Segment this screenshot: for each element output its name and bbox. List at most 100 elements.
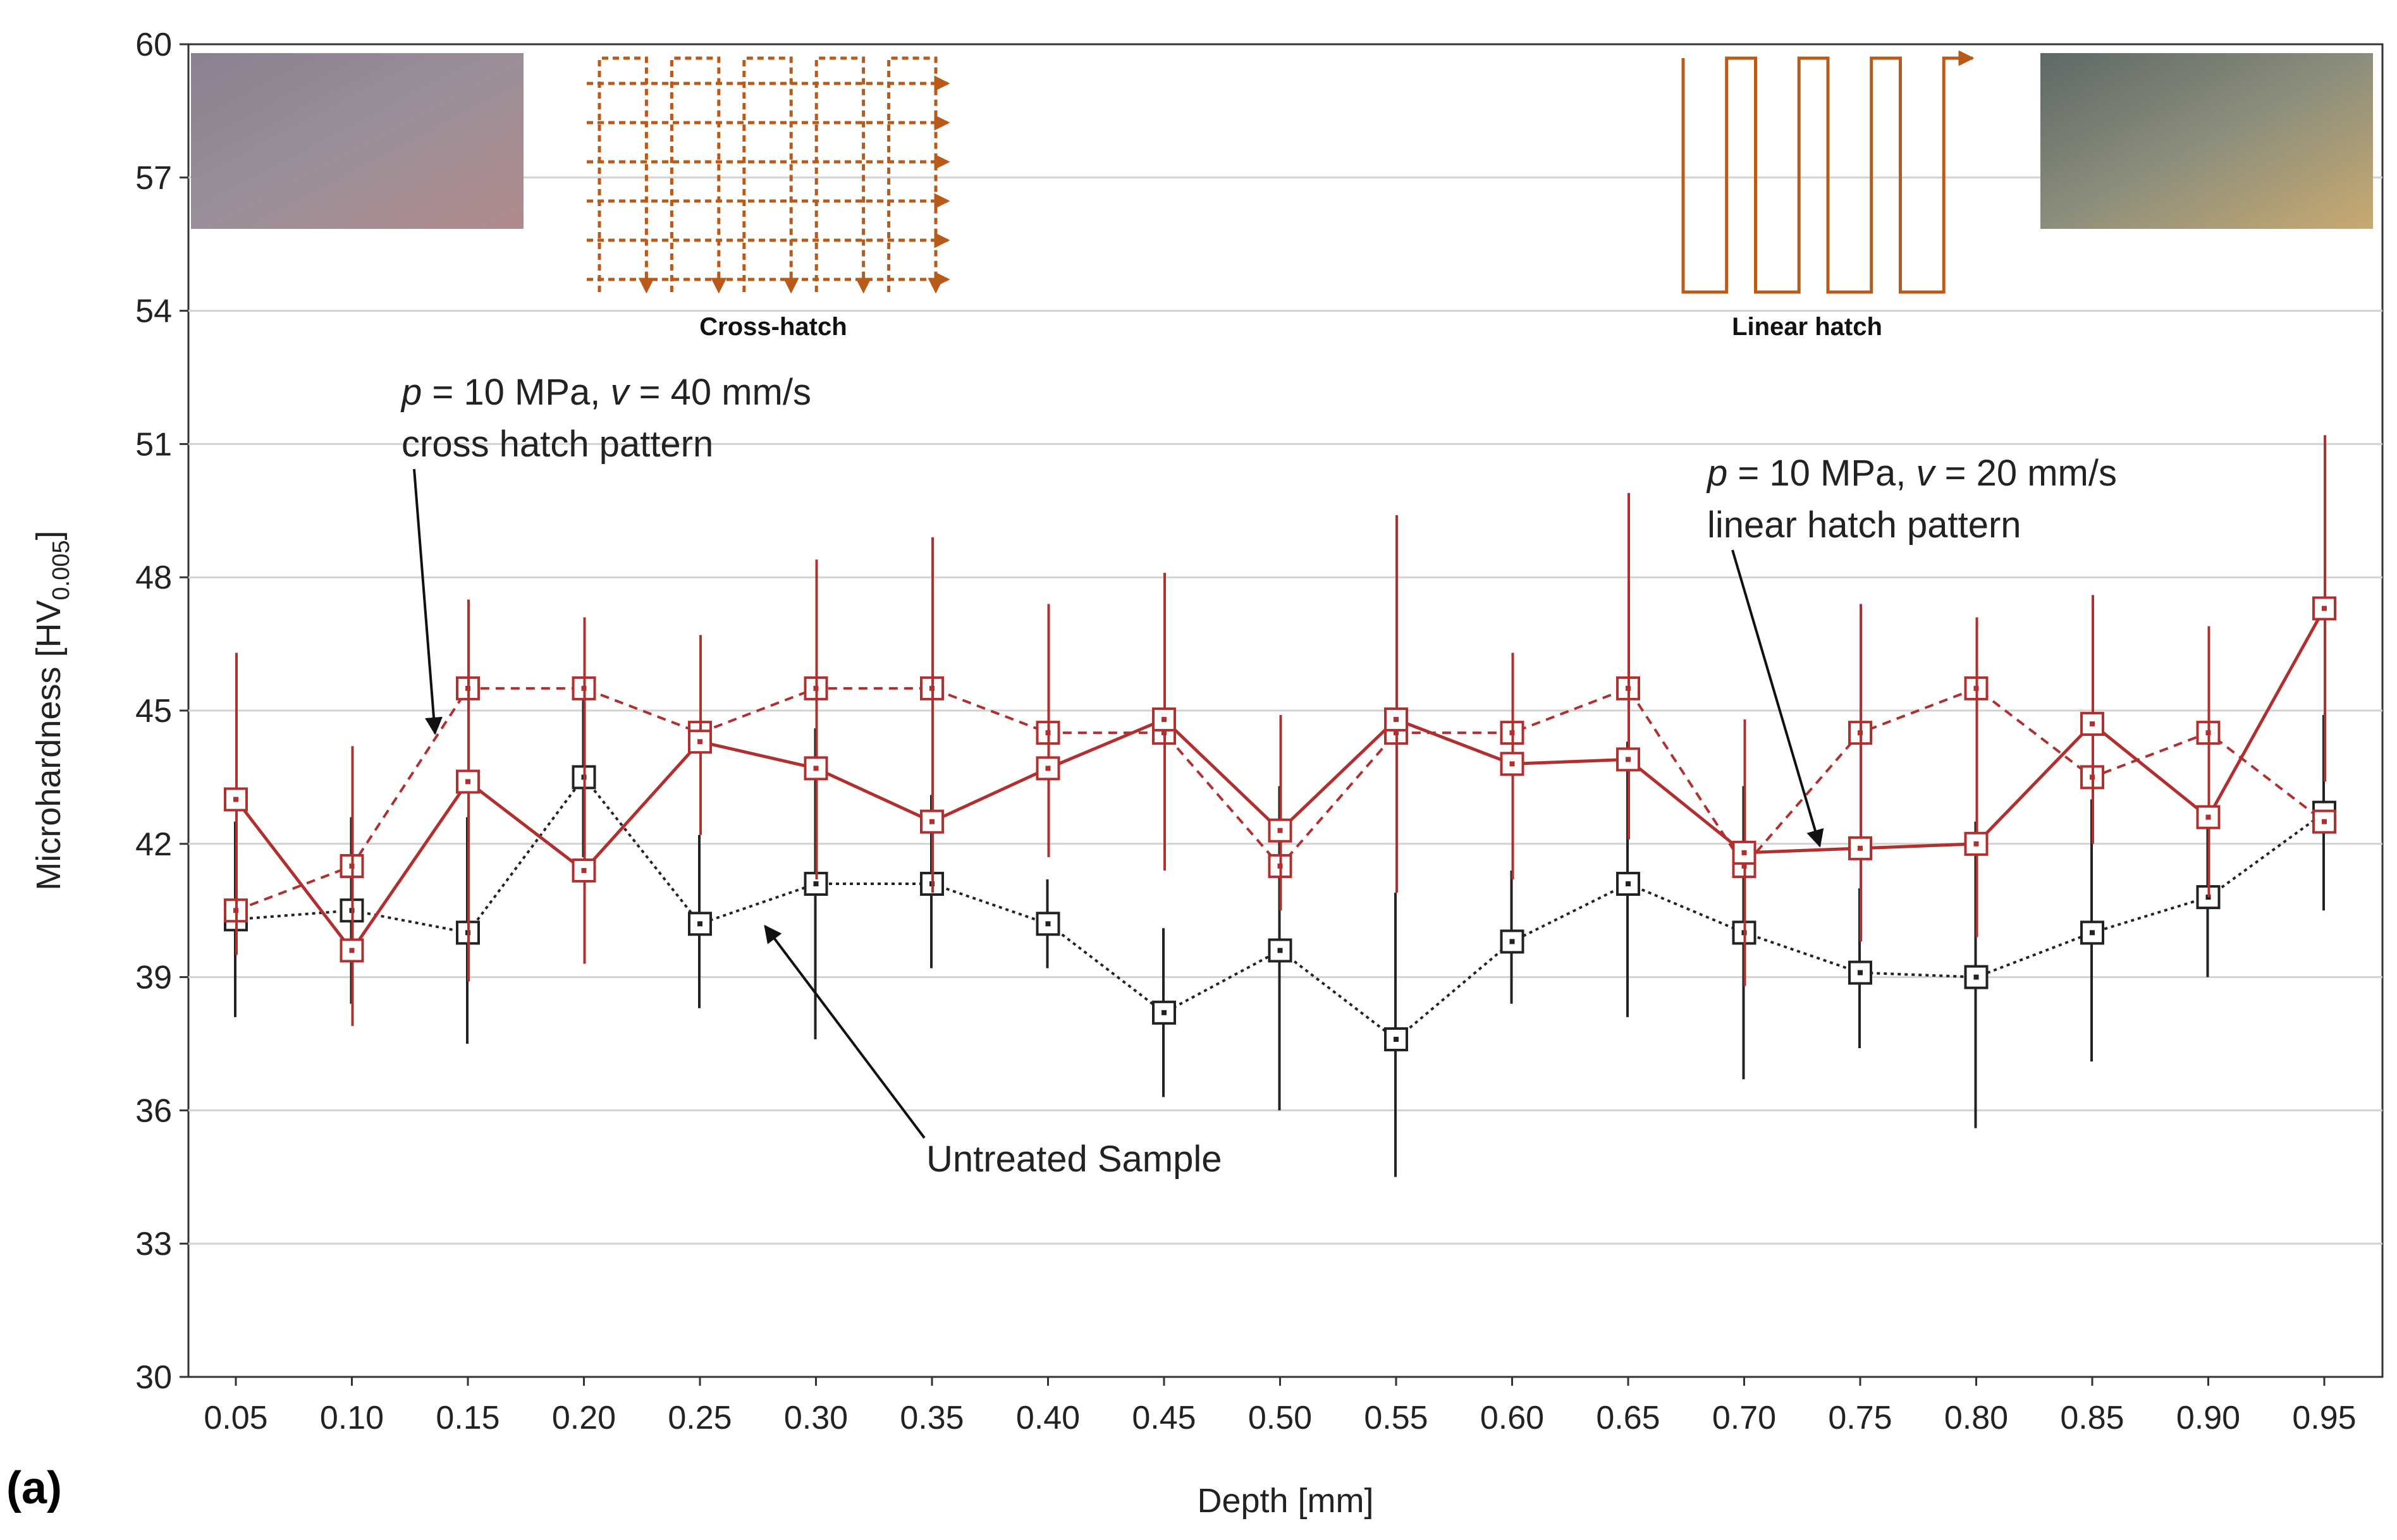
- cross-hatch-photo: [191, 53, 524, 229]
- cross-hatch-pattern-icon: [587, 56, 950, 294]
- y-axis-title: Microhardness [HV0.005]: [30, 530, 75, 890]
- x-tick-label-0.15: 0.15: [436, 1400, 500, 1436]
- y-tick-label-33: 33: [135, 1226, 172, 1262]
- x-tick-label-0.75: 0.75: [1828, 1400, 1892, 1436]
- x-tick-label-0.70: 0.70: [1712, 1400, 1776, 1436]
- marker-dot-s1-11: [1509, 761, 1515, 767]
- marker-dot-s2-7: [1045, 921, 1051, 927]
- marker-dot-s1-6: [929, 819, 935, 824]
- y-tick-label-57: 57: [135, 160, 172, 197]
- x-tick-label-0.05: 0.05: [204, 1400, 267, 1436]
- y-tick-label-45: 45: [135, 693, 172, 730]
- marker-dot-s1-0: [233, 797, 238, 802]
- marker-s2-14: [1848, 960, 1872, 985]
- marker-dot-s2-16: [2090, 930, 2095, 936]
- x-tick-label-0.45: 0.45: [1132, 1400, 1196, 1436]
- marker-s1-1: [340, 938, 364, 963]
- linear-pattern-path: [1681, 50, 1975, 294]
- marker-s2-4: [688, 912, 712, 936]
- cross-pattern-col-0: [598, 56, 654, 294]
- y-tick-label-60: 60: [135, 27, 172, 63]
- y-tick-label-39: 39: [135, 960, 172, 996]
- marker-dot-s2-5: [813, 881, 819, 887]
- marker-dot-s2-8: [1162, 1010, 1167, 1015]
- inset-cross-hatch: Cross-hatch: [191, 53, 950, 341]
- y-tick-label-51: 51: [135, 426, 172, 463]
- annotation-cross-line2: cross hatch pattern: [402, 424, 713, 465]
- series-layer: [224, 435, 2336, 1177]
- marker-dot-s1-15: [1973, 841, 1979, 846]
- x-tick-label-0.90: 0.90: [2176, 1400, 2240, 1436]
- marker-dot-s1-2: [465, 779, 470, 785]
- marker-dot-s1-18: [2322, 606, 2327, 611]
- y-tick-label-42: 42: [135, 826, 172, 863]
- marker-dot-s2-9: [1277, 948, 1283, 953]
- marker-dot-s1-14: [1858, 845, 1863, 851]
- marker-s1-12: [1616, 747, 1640, 772]
- annotation-linear-line2: linear hatch pattern: [1707, 504, 2021, 546]
- cross-pattern-col-3: [814, 56, 872, 294]
- grid-lines: [188, 176, 2382, 1245]
- cross-pattern-col-2: [742, 56, 799, 294]
- series-2: [224, 692, 2336, 1177]
- x-tick-label-0.65: 0.65: [1596, 1400, 1660, 1436]
- linear-hatch-pattern-icon: [1681, 50, 1975, 294]
- annotation-linear-line1: p = 10 MPa, v = 20 mm/s: [1706, 453, 2117, 494]
- cross-pattern-col-1: [670, 56, 727, 294]
- marker-dot-s1-5: [813, 766, 819, 771]
- marker-dot-s1-4: [697, 739, 702, 745]
- marker-s1-2: [456, 769, 480, 794]
- x-tick-label-0.50: 0.50: [1248, 1400, 1312, 1436]
- marker-dot-s1-7: [1045, 766, 1051, 771]
- x-tick-label-0.60: 0.60: [1480, 1400, 1544, 1436]
- y-tick-label-30: 30: [135, 1359, 172, 1396]
- marker-dot-s2-14: [1858, 970, 1863, 975]
- x-tick-label-0.80: 0.80: [1944, 1400, 2008, 1436]
- marker-s1-5: [804, 756, 828, 781]
- y-axis-ticks: 30 33 36 39 42 45 48 51 54 57 60: [135, 27, 188, 1396]
- x-tick-label-0.40: 0.40: [1016, 1400, 1080, 1436]
- marker-dot-s1-8: [1162, 717, 1167, 723]
- annotation-untreated-arrow: [764, 924, 926, 1139]
- marker-dot-s1-13: [1741, 850, 1747, 855]
- marker-dot-s0-18: [2322, 819, 2327, 824]
- marker-dot-s2-10: [1394, 1036, 1399, 1042]
- marker-dot-s1-1: [349, 948, 355, 953]
- linear-hatch-photo: [2040, 53, 2373, 229]
- panel-label: (a): [6, 1463, 62, 1513]
- cross-pattern-col-4: [887, 56, 944, 294]
- x-axis-ticks: 0.05 0.10 0.15 0.20 0.25 0.30 0.35 0.40 0.45 0.50…: [204, 1377, 2357, 1436]
- x-tick-label-0.85: 0.85: [2060, 1400, 2124, 1436]
- marker-dot-s1-10: [1394, 717, 1399, 723]
- x-tick-label-0.20: 0.20: [552, 1400, 616, 1436]
- y-tick-label-36: 36: [135, 1092, 172, 1129]
- annotation-cross-arrow: [413, 468, 443, 735]
- marker-s1-8: [1152, 707, 1176, 732]
- annotation-cross-line1: p = 10 MPa, v = 40 mm/s: [400, 372, 811, 413]
- x-tick-label-0.95: 0.95: [2292, 1400, 2356, 1436]
- x-tick-label-0.25: 0.25: [668, 1400, 732, 1436]
- annotation-untreated-text: Untreated Sample: [926, 1139, 1222, 1180]
- y-tick-label-48: 48: [135, 559, 172, 596]
- x-tick-label-0.10: 0.10: [320, 1400, 384, 1436]
- marker-s1-14: [1848, 836, 1872, 860]
- marker-dot-s1-3: [581, 867, 587, 873]
- marker-dot-s1-12: [1626, 757, 1631, 762]
- annotation-linear-arrow: [1731, 549, 1824, 848]
- x-axis-title: Depth [mm]: [1197, 1482, 1373, 1520]
- marker-dot-s2-12: [1626, 881, 1631, 887]
- y-tick-label-54: 54: [135, 293, 172, 330]
- cross-hatch-label: Cross-hatch: [699, 313, 847, 341]
- marker-dot-s2-11: [1509, 939, 1515, 944]
- marker-dot-s1-9: [1277, 828, 1283, 833]
- marker-dot-s1-17: [2205, 814, 2211, 820]
- marker-dot-s1-16: [2090, 721, 2095, 727]
- x-tick-label-0.35: 0.35: [900, 1400, 964, 1436]
- annotation-untreated: Untreated Sample: [764, 924, 1222, 1180]
- series-1: [224, 435, 2336, 1026]
- x-tick-label-0.55: 0.55: [1364, 1400, 1428, 1436]
- annotation-linear: p = 10 MPa, v = 20 mm/s linear hatch pat…: [1706, 453, 2117, 848]
- annotation-cross: p = 10 MPa, v = 40 mm/s cross hatch patt…: [400, 372, 811, 735]
- linear-hatch-label: Linear hatch: [1732, 313, 1882, 341]
